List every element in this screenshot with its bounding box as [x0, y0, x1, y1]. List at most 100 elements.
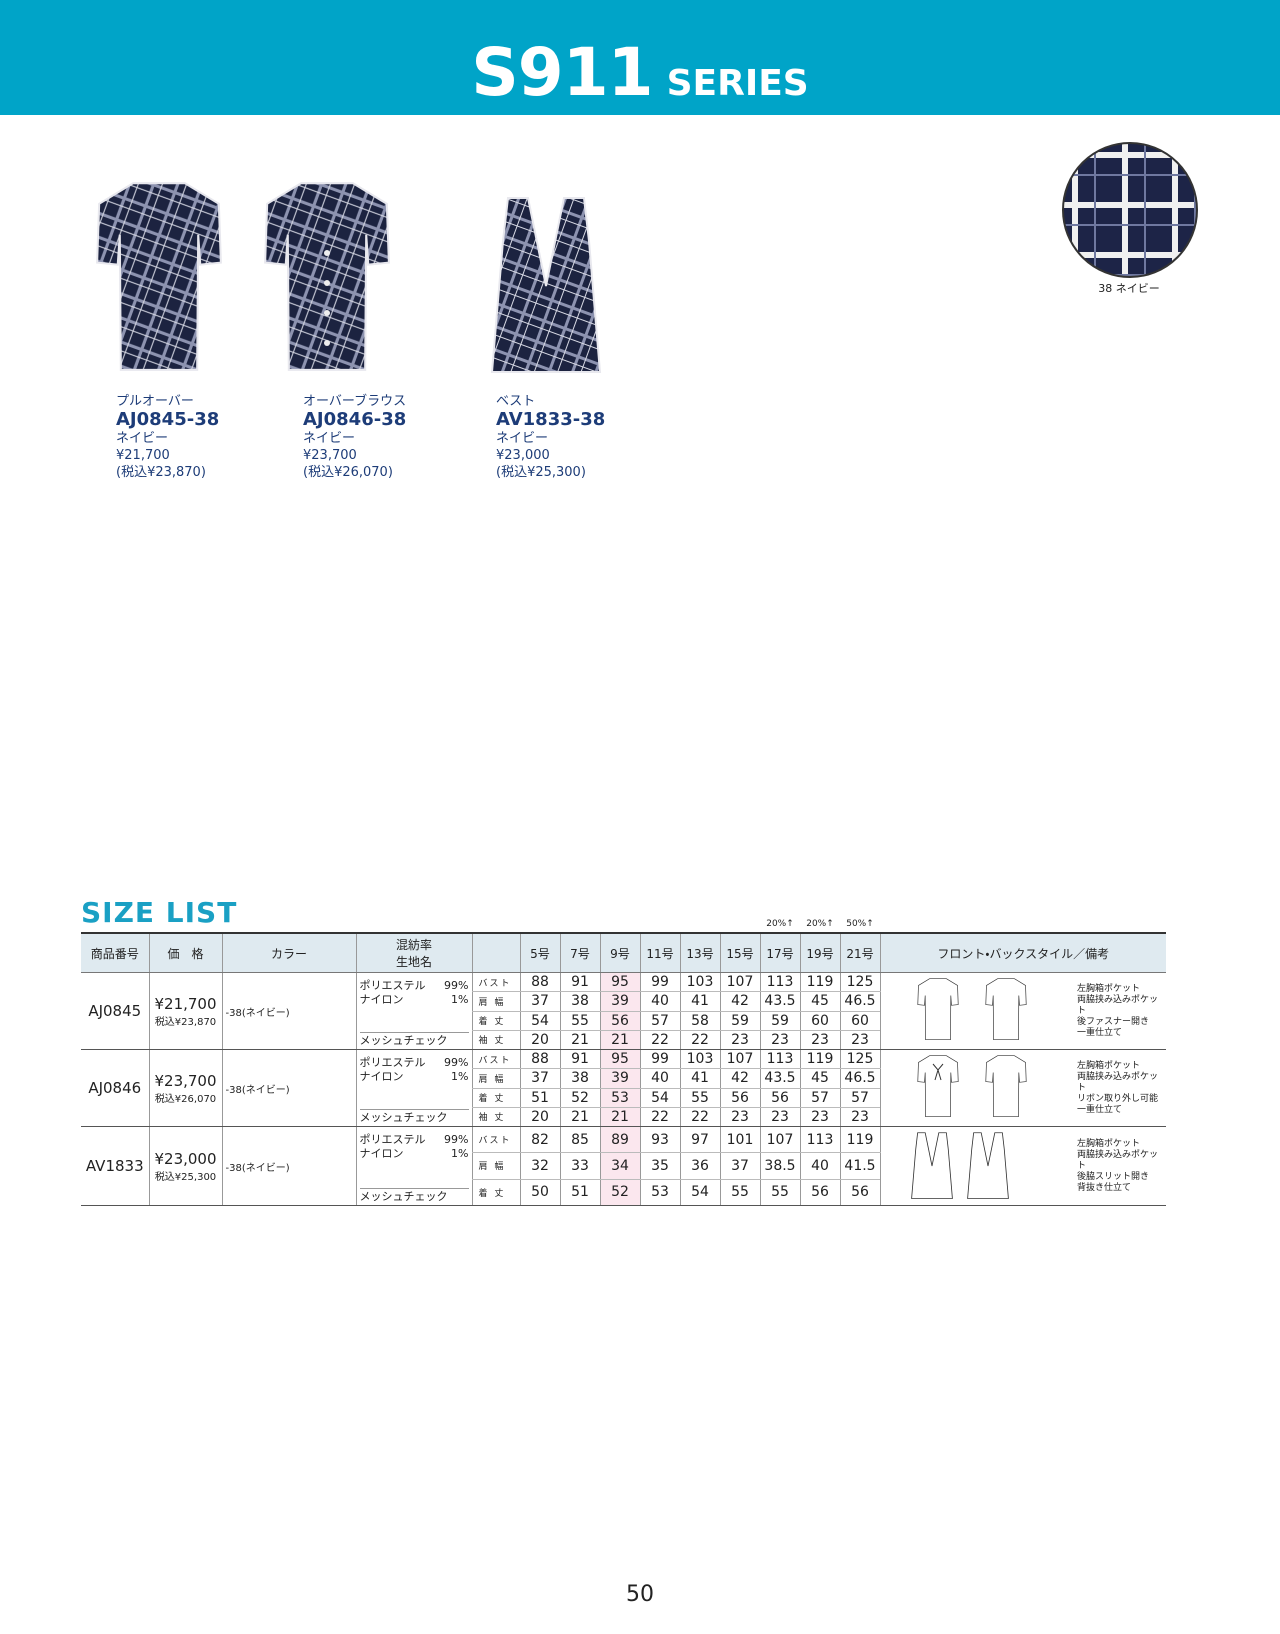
product-info: プルオーバー AJ0845-38 ネイビー ¥21,700 (税込¥23,870): [116, 393, 219, 481]
price-tax: 税込¥26,070: [154, 1093, 217, 1105]
item-color: -38(ネイビー): [221, 972, 356, 1050]
item-color: -38(ネイビー): [221, 1049, 356, 1127]
product-type: プルオーバー: [116, 394, 194, 409]
measure-value: 22: [639, 1107, 680, 1128]
measure-value: 23: [759, 1107, 800, 1128]
measure-value: 85: [559, 1126, 600, 1154]
fabric-box: ポリエステル 99% ナイロン 1% メッシュチェック: [357, 1127, 472, 1205]
header-size: 19号: [799, 932, 840, 973]
measure-value: 39: [599, 1068, 640, 1089]
measure-value: 54: [639, 1088, 680, 1108]
measure-value: 23: [719, 1030, 760, 1051]
style-drawing: [910, 1132, 1009, 1199]
size-row: 肩 幅 32 33 34 35 36 37 38.5 40 41.5: [81, 1152, 1166, 1180]
note-line: 左胸箱ポケット: [1077, 1060, 1141, 1071]
product-price: ¥23,000: [496, 448, 550, 463]
fiber-pct: 1%: [451, 1070, 469, 1083]
measure-value: 60: [839, 1011, 880, 1031]
measure-value: 43.5: [759, 1068, 800, 1089]
header-price: 価 格: [148, 932, 222, 973]
measure-value: 99: [639, 1049, 680, 1070]
fabric-box: ポリエステル 99% ナイロン 1% メッシュチェック: [357, 973, 472, 1049]
item-color: -38(ネイビー): [221, 1126, 356, 1206]
fiber: ナイロン: [359, 1147, 404, 1160]
measure-label: バスト: [471, 1049, 520, 1070]
price-tax: 税込¥23,870: [154, 1016, 217, 1028]
price-tax: 税込¥25,300: [154, 1171, 217, 1183]
composition: ポリエステル 99% ナイロン 1%: [360, 979, 469, 1007]
measure-value: 22: [639, 1030, 680, 1051]
product-info: オーバーブラウス AJ0846-38 ネイビー ¥23,700 (税込¥26,070): [303, 393, 406, 481]
product-photo: [491, 197, 601, 373]
size-row: AJ0845 ¥21,700 税込¥23,870 -38(ネイビー) ポリエステル 99%…: [81, 972, 1166, 1050]
measure-value: 39: [599, 991, 640, 1012]
product-type: ベスト: [496, 394, 536, 409]
size-row: 着 丈 54 55 56 57 58 59 59 60 60: [81, 1011, 1166, 1031]
header-size: 11号: [639, 932, 680, 973]
note-line: 後ファスナー開き: [1077, 1016, 1150, 1027]
composition: ポリエステル 99% ナイロン 1%: [360, 1056, 469, 1084]
style-drawing: [916, 1055, 1027, 1118]
composition-row: ナイロン 1%: [360, 1070, 469, 1084]
measure-value: 37: [519, 991, 560, 1012]
size-row: 着 丈 50 51 52 53 54 55 55 56 56: [81, 1179, 1166, 1207]
measure-value: 42: [719, 1068, 760, 1089]
measure-value: 41: [679, 991, 720, 1012]
measure-value: 82: [519, 1126, 560, 1154]
measure-value: 88: [519, 972, 560, 993]
note-line: 一重仕立て: [1077, 1027, 1123, 1038]
measure-label: バスト: [471, 972, 520, 993]
fiber: ナイロン: [359, 993, 404, 1006]
composition: ポリエステル 99% ナイロン 1%: [360, 1133, 469, 1161]
measure-label: 着 丈: [471, 1179, 520, 1207]
measure-value: 107: [759, 1126, 800, 1154]
product-color: ネイビー: [303, 431, 356, 446]
increase-note: 20%↑: [766, 919, 794, 929]
measure-value: 42: [719, 991, 760, 1012]
product-price-tax: (税込¥23,870): [116, 465, 206, 480]
measure-label: 着 丈: [471, 1088, 520, 1108]
style-wrap: 左胸箱ポケット 両脇挟み込みポケット リボン取り外し可能 一重仕立て: [881, 1052, 1167, 1124]
size-row: 袖 丈 20 21 21 22 22 23 23 23 23: [81, 1107, 1166, 1128]
measure-value: 45: [799, 991, 840, 1012]
measure-value: 97: [679, 1126, 720, 1154]
fiber: ポリエステル: [359, 979, 426, 992]
note-line: 左胸箱ポケット: [1077, 1138, 1141, 1149]
increase-note: 50%↑: [846, 919, 874, 929]
measure-value: 23: [719, 1107, 760, 1128]
measure-value: 37: [719, 1152, 760, 1180]
note-line: 後脇スリット開き: [1077, 1171, 1150, 1182]
header-size: 5号: [519, 932, 560, 973]
measure-label: 袖 丈: [471, 1107, 520, 1128]
series-code: S911: [471, 34, 653, 111]
note-line: 両脇挟み込みポケット: [1077, 994, 1159, 1016]
composition-row: ポリエステル 99%: [360, 1133, 469, 1147]
measure-value: 20: [519, 1107, 560, 1128]
measure-value: 23: [839, 1030, 880, 1051]
measure-value: 59: [719, 1011, 760, 1031]
measure-value: 88: [519, 1049, 560, 1070]
item-price: ¥23,000 税込¥25,300: [148, 1126, 222, 1206]
measure-value: 113: [759, 1049, 800, 1070]
product-code: AJ0845-38: [116, 409, 220, 430]
size-row: 着 丈 51 52 53 54 55 56 56 57 57: [81, 1088, 1166, 1108]
size-table: 商品番号価 格カラー 混紡率 生地名 5号 7号 9号 11号 13号 15号 17号 19号 21号…: [81, 932, 1167, 1207]
size-list-title: SIZE LIST: [81, 896, 238, 929]
measure-value: 55: [559, 1011, 600, 1031]
size-row: AV1833 ¥23,000 税込¥25,300 -38(ネイビー) ポリエステル 99%…: [81, 1126, 1166, 1206]
measure-value: 103: [679, 972, 720, 993]
measure-value: 45: [799, 1068, 840, 1089]
product-color: ネイビー: [116, 431, 169, 446]
measure-value: 21: [599, 1107, 640, 1128]
measure-value: 36: [679, 1152, 720, 1180]
item-price: ¥21,700 税込¥23,870: [148, 972, 222, 1050]
measure-label: 袖 丈: [471, 1030, 520, 1051]
measure-value: 57: [799, 1088, 840, 1108]
product-code: AJ0846-38: [303, 409, 407, 430]
product-price: ¥21,700: [116, 448, 170, 463]
measure-value: 23: [799, 1030, 840, 1051]
measure-value: 23: [839, 1107, 880, 1128]
header-size: 13号: [679, 932, 720, 973]
